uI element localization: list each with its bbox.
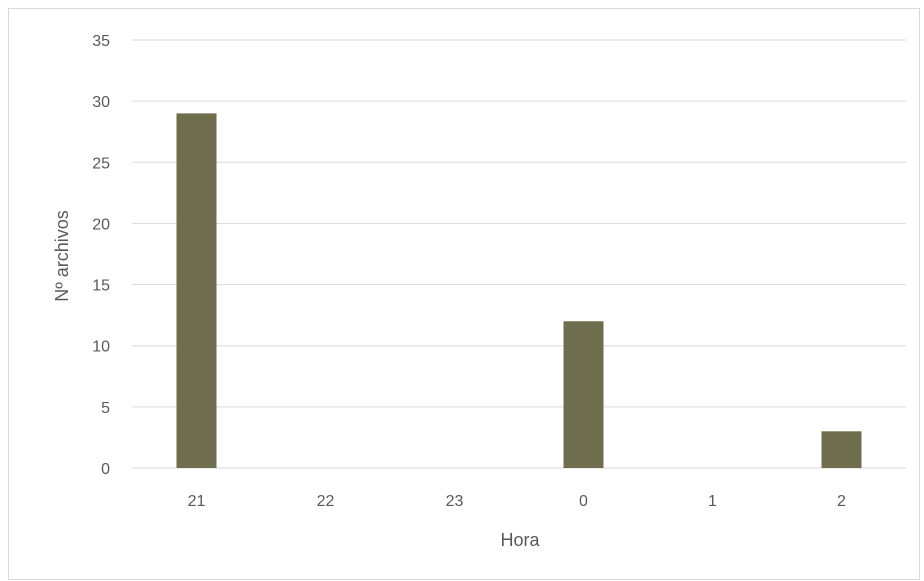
y-tick-label: 35 [92,33,110,50]
x-tick-label: 1 [708,493,717,510]
x-tick-label: 22 [317,493,335,510]
y-tick-label: 10 [92,339,110,356]
x-tick-label: 0 [579,493,588,510]
x-tick-label: 2 [837,493,846,510]
bar-0 [563,321,604,468]
y-tick-label: 20 [92,216,110,233]
x-tick-label: 23 [446,493,464,510]
y-tick-label: 0 [101,461,110,478]
bar-21 [176,113,217,468]
y-tick-label: 25 [92,155,110,172]
y-axis-title: Nº archivos [52,210,72,302]
gridlines [132,39,906,469]
x-axis-title: Hora [500,530,540,550]
y-tick-label: 15 [92,278,110,295]
bar-2 [821,431,862,468]
x-tick-label: 21 [188,493,206,510]
y-tick-label: 30 [92,94,110,111]
bars [176,113,862,468]
y-axis-ticks: 0 5 10 15 20 25 30 35 [92,33,110,478]
y-tick-label: 5 [101,400,110,417]
chart-area [8,8,920,580]
x-axis-ticks: 21 22 23 0 1 2 [188,493,846,510]
